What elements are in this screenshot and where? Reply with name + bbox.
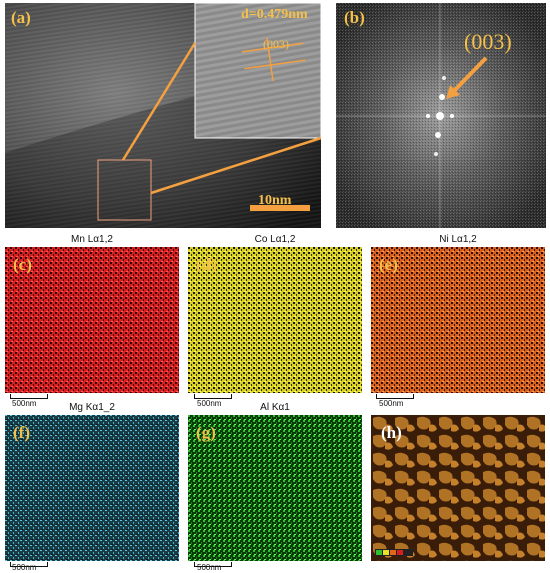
panel-label-f: (f): [13, 423, 30, 442]
d-spacing-text: d=0.479nm: [241, 7, 308, 22]
mn-map-panel: (c): [5, 247, 179, 393]
scale-text-e: 500nm: [379, 399, 404, 408]
panel-label-a: (a): [11, 8, 31, 27]
selection-box: [97, 159, 152, 221]
sem-overlay-image: [371, 415, 545, 561]
mn-map: [5, 247, 179, 393]
scale-text-c: 500nm: [12, 399, 37, 408]
plane-text-a: (003): [263, 37, 289, 51]
fft-image: [336, 3, 546, 228]
panel-label-e: (e): [379, 255, 398, 274]
panel-label-c: (c): [13, 255, 32, 274]
ni-map: [371, 247, 545, 393]
scale-bar-e: [376, 394, 414, 399]
title-g: Al Kα1: [260, 402, 290, 413]
title-d: Co Lα1,2: [254, 234, 296, 245]
scale-bar-a: [250, 205, 310, 211]
panel-label-h: (h): [381, 423, 402, 442]
title-f: Mg Kα1_2: [69, 402, 115, 413]
scale-bar-c: [10, 394, 48, 399]
scale-text-d: 500nm: [197, 399, 222, 408]
title-c: Mn Lα1,2: [71, 234, 113, 245]
scale-text-a: 10nm: [258, 193, 292, 208]
mg-map-panel: (f): [5, 415, 179, 561]
co-map-panel: (d): [188, 247, 362, 393]
hrtem-panel: (a) d=0.479nm (003) 10nm: [5, 3, 321, 228]
scale-bar-d: [194, 394, 232, 399]
al-map: [188, 415, 362, 561]
title-e: Ni Lα1,2: [439, 234, 477, 245]
scale-text-f: 500nm: [12, 563, 37, 572]
al-map-panel: (g): [188, 415, 362, 561]
plane-text-b: (003): [464, 29, 512, 54]
ni-map-panel: (e): [371, 247, 545, 393]
sem-overlay-panel: (h): [371, 415, 545, 561]
hrtem-image: [5, 3, 321, 228]
co-map: [188, 247, 362, 393]
panel-label-d: (d): [196, 255, 217, 274]
mg-map: [5, 415, 179, 561]
scale-bar-f: [10, 562, 48, 567]
panel-label-b: (b): [344, 8, 365, 27]
scale-bar-g: [194, 562, 232, 567]
panel-label-g: (g): [196, 423, 216, 442]
scale-text-g: 500nm: [197, 563, 222, 572]
fft-panel: (b) (003): [336, 3, 546, 228]
